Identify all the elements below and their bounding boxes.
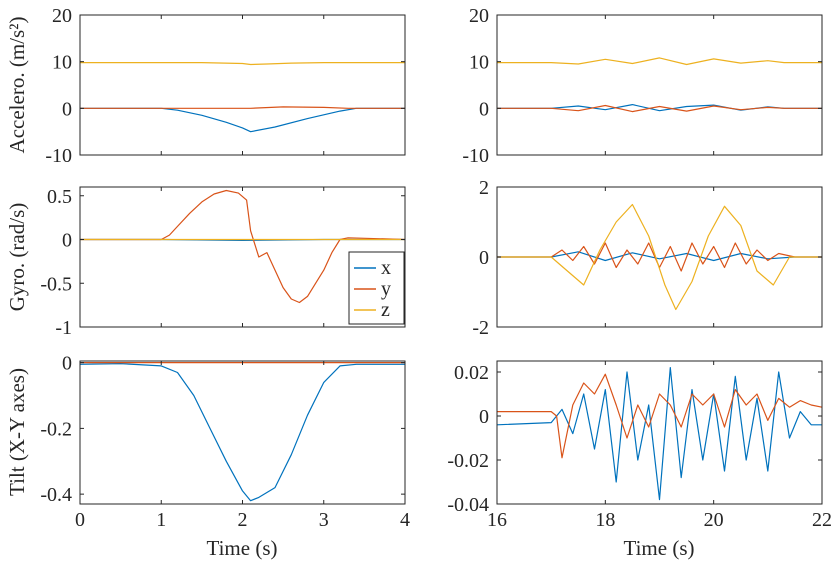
tilt-right-series-x <box>496 367 822 501</box>
accel-right-panel: -10 0 10 20 <box>462 5 823 167</box>
tilt-right-ytick-label-3: 0.02 <box>454 362 489 384</box>
accel-right-ytick-label-2: 10 <box>469 52 489 74</box>
gyro-right-series-z <box>497 203 822 311</box>
accel-left-plot <box>80 62 405 133</box>
accel-left-ytick-label-0: -10 <box>45 145 72 167</box>
tilt-right-ytick-label-2: 0 <box>479 406 489 428</box>
tilt-left-xtick-label-0: 0 <box>75 509 85 531</box>
tilt-left-ytick-label-2: 0 <box>62 353 72 375</box>
xlabel-time-left: Time (s) <box>207 536 278 560</box>
tilt-left-xtick-label-4: 4 <box>400 509 410 531</box>
tilt-left-frame <box>79 360 406 505</box>
gyro-right-plot <box>497 203 822 311</box>
gyro-left-ytick-label-0: -1 <box>55 317 72 339</box>
accel-right-series-z <box>497 57 822 66</box>
tilt-left-xtick-label-1: 1 <box>156 509 166 531</box>
gyro-right-panel: -2 0 2 <box>472 177 823 339</box>
accel-right-ytick-label-1: 0 <box>479 98 489 120</box>
gyro-left-plot <box>80 189 406 304</box>
gyro-right-ytick-label-2: 2 <box>479 177 489 199</box>
legend: x y z <box>348 251 405 325</box>
tilt-left-plot <box>79 362 405 502</box>
accel-left-series-x <box>80 107 405 133</box>
gyro-right-ytick-label-1: 0 <box>479 247 489 269</box>
accel-left-ticks: -10 0 10 20 <box>45 5 406 167</box>
tilt-left-series-x <box>79 363 405 502</box>
accel-right-plot <box>497 57 822 113</box>
accel-right-ticks: -10 0 10 20 <box>462 5 823 167</box>
accel-left-ytick-label-1: 0 <box>62 98 72 120</box>
tilt-left-panel: 0 1 2 3 4 -0.4 -0.2 0 <box>40 353 410 531</box>
legend-label-y: y <box>381 278 391 300</box>
accel-left-panel: -10 0 10 20 <box>45 5 406 167</box>
tilt-left-ytick-label-1: -0.2 <box>40 418 72 440</box>
accel-right-ytick-label-3: 20 <box>469 5 489 27</box>
tilt-left-xtick-label-3: 3 <box>319 509 329 531</box>
tilt-right-ytick-label-1: -0.02 <box>447 450 489 472</box>
accel-left-ytick-label-3: 20 <box>52 5 72 27</box>
tilt-right-xtick-label-3: 22 <box>812 509 831 531</box>
gyro-right-ytick-label-0: -2 <box>472 317 489 339</box>
gyro-left-ytick-label-3: 0.5 <box>47 186 72 208</box>
accel-right-ytick-label-0: -10 <box>462 145 489 167</box>
tilt-right-xtick-label-0: 16 <box>487 509 507 531</box>
legend-label-z: z <box>381 299 390 321</box>
gyro-right-series-y <box>497 242 822 272</box>
tilt-left-ytick-label-0: -0.4 <box>40 484 72 506</box>
tilt-right-ytick-label-0: -0.04 <box>447 494 489 516</box>
tilt-right-panel: 16 18 20 22 -0.04 -0.02 0 0.02 <box>447 360 831 531</box>
tilt-right-ticks: 16 18 20 22 -0.04 -0.02 0 0.02 <box>447 361 831 531</box>
accel-right-series-y <box>497 104 822 113</box>
accel-left-ytick-label-2: 10 <box>52 52 72 74</box>
legend-box <box>348 251 405 325</box>
accel-left-series-y <box>80 106 405 109</box>
tilt-right-plot <box>496 367 823 501</box>
tilt-left-ticks: 0 1 2 3 4 -0.4 -0.2 0 <box>40 353 410 531</box>
legend-label-x: x <box>381 257 391 279</box>
gyro-left-ytick-label-1: -0.5 <box>40 273 72 295</box>
gyro-right-series-x <box>497 251 822 262</box>
gyro-left-ytick-label-2: 0 <box>62 230 72 252</box>
gyro-left-panel: -1 -0.5 0 0.5 <box>40 186 406 339</box>
accel-left-frame <box>79 14 406 156</box>
gyro-left-ticks: -1 -0.5 0 0.5 <box>40 186 406 339</box>
ylabel-accelero: Accelero. (m/s²) <box>5 17 29 154</box>
accel-right-frame <box>496 14 823 156</box>
tilt-right-frame <box>496 360 823 505</box>
tilt-left-xtick-label-2: 2 <box>238 509 248 531</box>
tilt-right-series-y <box>497 373 823 459</box>
ylabel-gyro: Gyro. (rad/s) <box>5 203 29 311</box>
xlabel-time-right: Time (s) <box>624 536 695 560</box>
ylabel-tilt: Tilt (X-Y axes) <box>5 368 29 496</box>
gyro-left-series-y <box>80 189 406 304</box>
tilt-right-xtick-label-1: 18 <box>595 509 615 531</box>
gyro-right-ticks: -2 0 2 <box>472 177 823 339</box>
accel-left-series-z <box>80 62 405 66</box>
tilt-right-xtick-label-2: 20 <box>704 509 724 531</box>
